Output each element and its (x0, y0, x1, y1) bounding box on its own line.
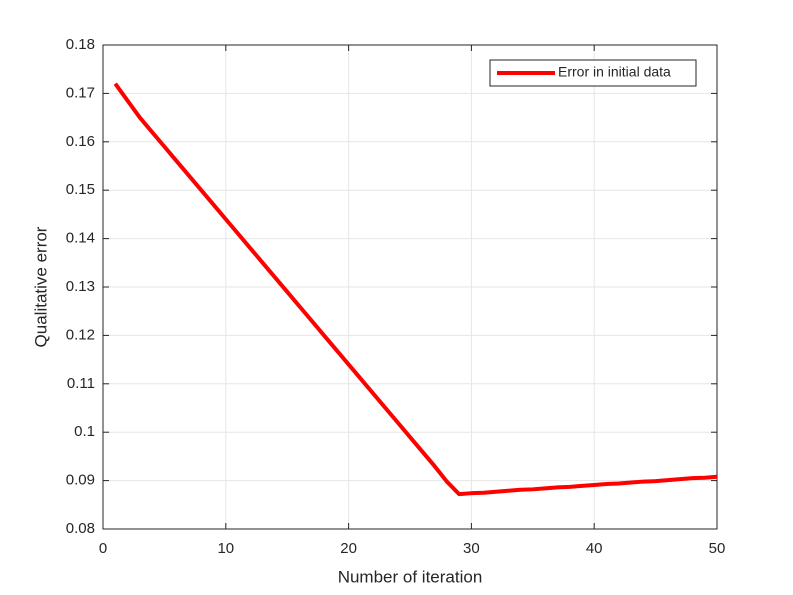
y-tick-label: 0.17 (66, 84, 95, 101)
x-axis-label: Number of iteration (338, 567, 483, 586)
legend-label: Error in initial data (558, 64, 671, 80)
y-tick-label: 0.14 (66, 230, 95, 247)
y-tick-label: 0.1 (74, 423, 95, 440)
y-tick-label: 0.08 (66, 520, 95, 537)
y-tick-label: 0.18 (66, 36, 95, 53)
y-tick-label: 0.16 (66, 133, 95, 150)
x-tick-label: 50 (709, 540, 726, 557)
y-tick-label: 0.15 (66, 181, 95, 198)
y-tick-label: 0.09 (66, 472, 95, 489)
line (113, 82, 718, 497)
x-tick-label: 40 (586, 540, 603, 557)
y-tick-label: 0.11 (67, 375, 95, 392)
x-tick-label: 20 (340, 540, 357, 557)
y-tick-label: 0.12 (66, 326, 95, 343)
x-tick-label: 30 (463, 540, 480, 557)
x-tick-label: 0 (99, 540, 107, 557)
y-axis-label: Qualitative error (31, 226, 50, 347)
x-tick-label: 10 (217, 540, 234, 557)
y-tick-label: 0.13 (66, 278, 95, 295)
axes-box (102, 44, 718, 530)
